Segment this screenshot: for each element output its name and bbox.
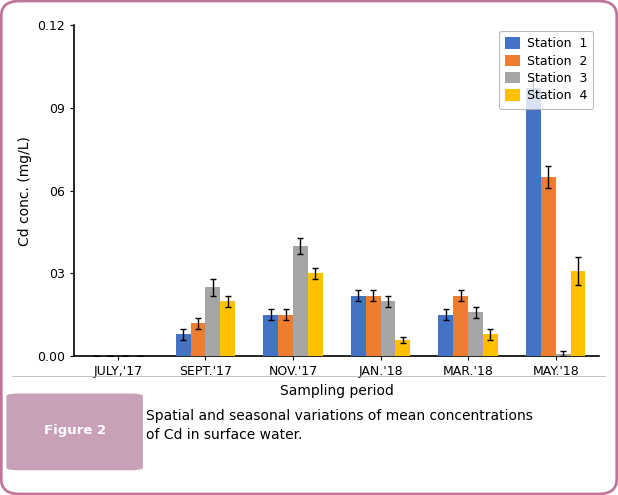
FancyBboxPatch shape: [6, 394, 143, 470]
Bar: [483, 334, 498, 356]
Bar: [396, 340, 410, 356]
Bar: [293, 246, 308, 356]
Y-axis label: Cd conc. (mg/L): Cd conc. (mg/L): [17, 136, 32, 246]
Bar: [381, 301, 396, 356]
Text: Figure 2: Figure 2: [44, 424, 106, 437]
Bar: [556, 353, 570, 356]
Bar: [278, 315, 293, 356]
Text: Spatial and seasonal variations of mean concentrations
of Cd in surface water.: Spatial and seasonal variations of mean …: [146, 409, 533, 443]
Bar: [190, 323, 205, 356]
Legend: Station  1, Station  2, Station  3, Station  4: Station 1, Station 2, Station 3, Station…: [499, 31, 593, 108]
Bar: [526, 88, 541, 356]
Bar: [351, 296, 366, 356]
Bar: [438, 315, 453, 356]
Bar: [221, 301, 235, 356]
Bar: [468, 312, 483, 356]
Bar: [176, 334, 190, 356]
Bar: [205, 287, 221, 356]
Bar: [308, 273, 323, 356]
Bar: [570, 271, 585, 356]
X-axis label: Sampling period: Sampling period: [280, 384, 394, 398]
Bar: [366, 296, 381, 356]
Bar: [541, 177, 556, 356]
Bar: [453, 296, 468, 356]
Bar: [263, 315, 278, 356]
